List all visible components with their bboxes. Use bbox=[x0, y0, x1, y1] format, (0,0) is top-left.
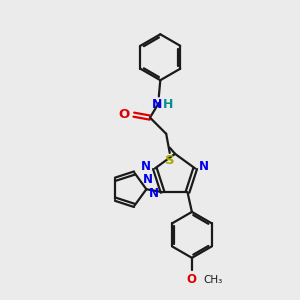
Text: O: O bbox=[118, 108, 130, 121]
Text: O: O bbox=[186, 273, 196, 286]
Text: CH₃: CH₃ bbox=[203, 274, 222, 285]
Text: N: N bbox=[152, 98, 163, 111]
Text: N: N bbox=[141, 160, 151, 172]
Text: N: N bbox=[148, 188, 158, 200]
Text: N: N bbox=[199, 160, 209, 172]
Text: S: S bbox=[165, 154, 175, 167]
Text: N: N bbox=[143, 173, 153, 186]
Text: H: H bbox=[163, 98, 173, 111]
